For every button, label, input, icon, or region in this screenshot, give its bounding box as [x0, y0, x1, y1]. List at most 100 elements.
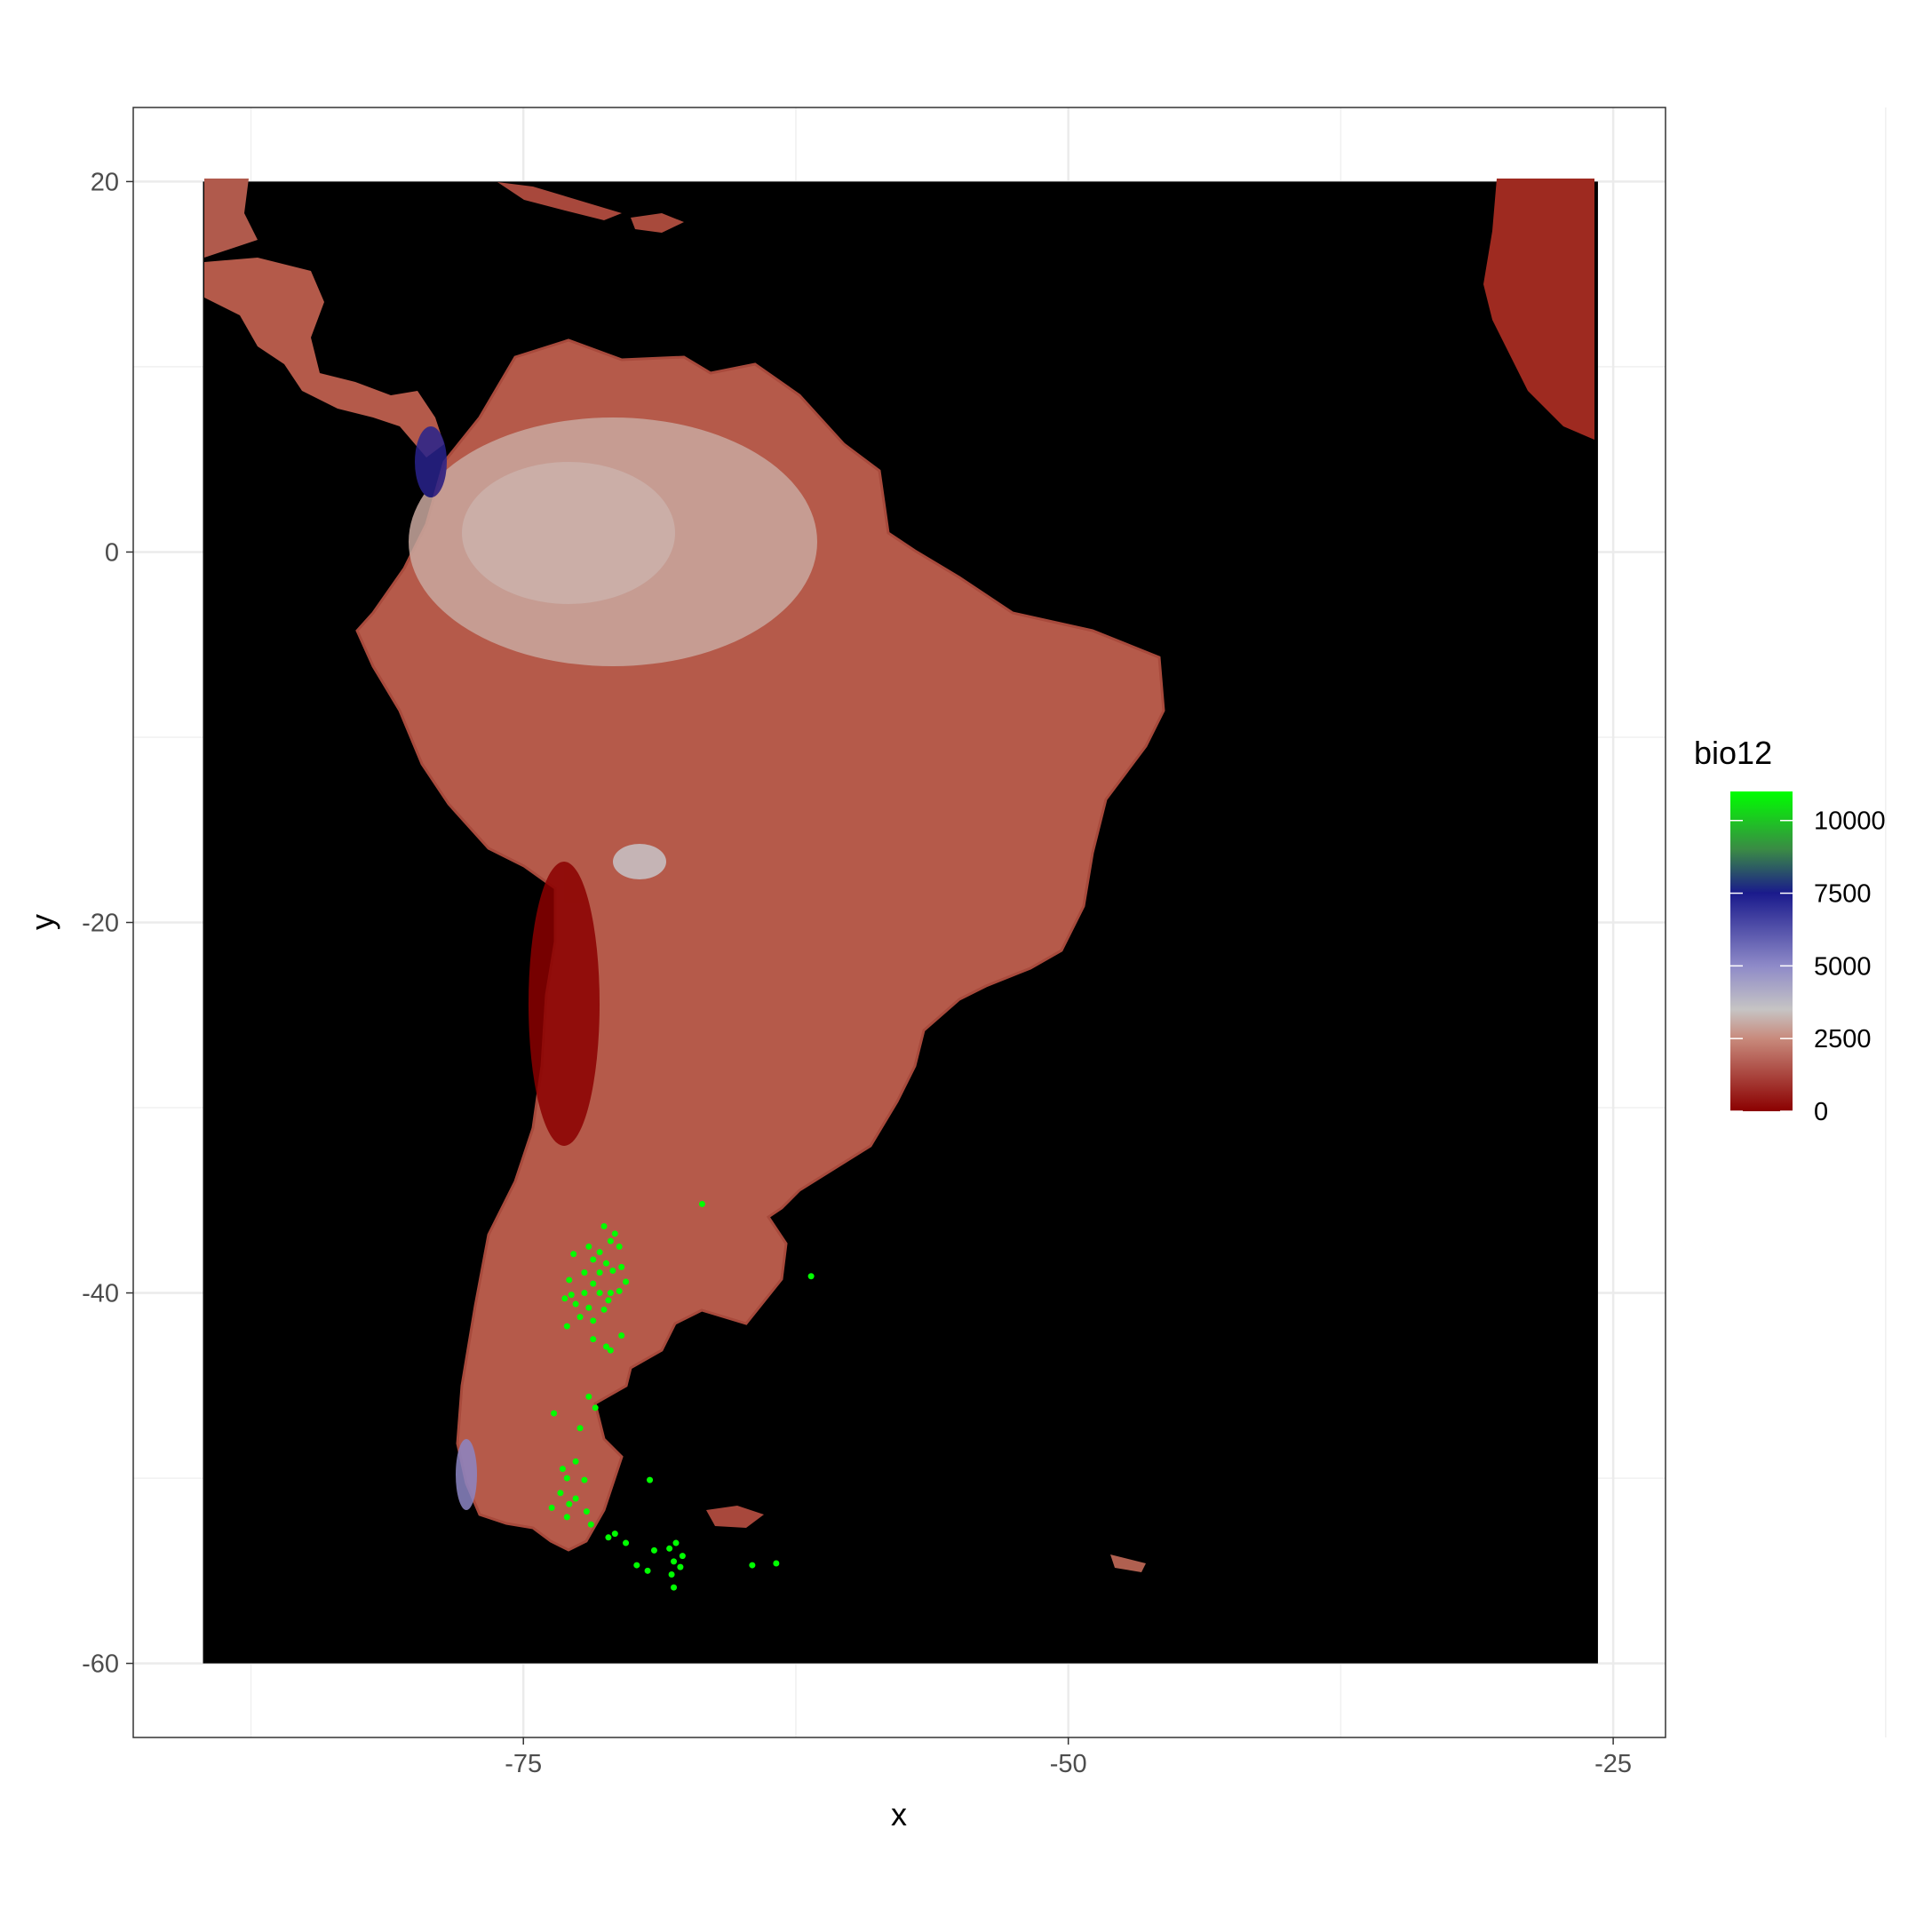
legend-label: 0 — [1814, 1098, 1828, 1126]
landmass-south-georgia — [1110, 1554, 1146, 1572]
occurrence-point — [616, 1243, 623, 1250]
occurrence-point — [559, 1466, 566, 1473]
occurrence-point — [672, 1539, 680, 1546]
occurrence-point — [581, 1476, 588, 1483]
occurrence-point — [607, 1347, 614, 1354]
landmass-cuba — [497, 182, 622, 220]
occurrence-point — [611, 1230, 618, 1237]
occurrence-point — [596, 1269, 603, 1276]
occurrence-point — [587, 1521, 594, 1528]
occurrence-point — [671, 1584, 678, 1591]
occurrence-point — [563, 1475, 570, 1482]
occurrence-point — [607, 1237, 614, 1244]
legend-label: 2500 — [1814, 1025, 1872, 1053]
landmass-falklands — [706, 1506, 764, 1528]
legend-label: 5000 — [1814, 952, 1872, 981]
occurrence-point — [679, 1553, 686, 1560]
occurrence-point — [572, 1300, 579, 1308]
occurrence-point — [590, 1280, 597, 1287]
occurrence-point — [566, 1276, 573, 1284]
occurrence-point — [616, 1287, 623, 1294]
landmass-africa — [1483, 179, 1594, 440]
occurrence-point — [605, 1297, 612, 1304]
x-tick-label: -75 — [505, 1750, 542, 1778]
occurrence-point — [644, 1567, 651, 1574]
occurrence-point — [668, 1571, 675, 1578]
occurrence-point — [590, 1256, 597, 1263]
y-tick-label: 20 — [91, 168, 119, 196]
occurrence-point — [590, 1336, 597, 1343]
occurrence-point — [618, 1263, 625, 1270]
occurrence-point — [568, 1292, 575, 1299]
x-tick-label: -25 — [1594, 1750, 1632, 1778]
occurrence-point — [585, 1243, 592, 1250]
raster-layer — [203, 179, 1598, 1664]
occurrence-point — [572, 1458, 579, 1465]
occurrence-point — [551, 1410, 558, 1417]
occurrence-point — [807, 1273, 815, 1280]
occurrence-point — [623, 1539, 630, 1546]
legend-ticks: 0 2500 5000 7500 10000 — [1730, 807, 1886, 1126]
occurrence-point — [563, 1514, 570, 1521]
occurrence-point — [600, 1222, 608, 1229]
occurrence-point — [570, 1251, 577, 1258]
occurrence-point — [666, 1545, 673, 1552]
legend-title: bio12 — [1694, 735, 1772, 771]
occurrence-point — [585, 1393, 592, 1400]
occurrence-point — [581, 1290, 588, 1297]
occurrence-point — [611, 1530, 618, 1538]
shading-overlay — [409, 417, 817, 1510]
y-tick-label: -40 — [82, 1280, 119, 1308]
occurrence-points — [548, 1200, 815, 1591]
occurrence-point — [557, 1490, 564, 1497]
occurrence-point — [677, 1563, 684, 1570]
y-tick-label: -60 — [82, 1650, 119, 1679]
occurrence-point — [698, 1200, 705, 1207]
occurrence-point — [602, 1260, 609, 1267]
occurrence-point — [576, 1425, 584, 1432]
x-axis-title: x — [891, 1796, 907, 1833]
occurrence-point — [590, 1317, 597, 1324]
wet-region-amazon-core — [462, 462, 675, 604]
occurrence-point — [572, 1495, 579, 1502]
legend: bio12 0 2500 5000 7500 10000 — [1694, 735, 1886, 1126]
y-axis-title: y — [24, 914, 60, 930]
occurrence-point — [585, 1304, 592, 1311]
occurrence-point — [618, 1332, 625, 1340]
x-axis: -75 -50 -25 — [505, 1737, 1632, 1778]
landmass-hispaniola — [631, 213, 684, 233]
occurrence-point — [548, 1504, 555, 1511]
dry-region-atacama — [529, 862, 600, 1146]
landmass-central-america — [204, 258, 444, 457]
wet-region-colombia — [415, 426, 447, 497]
occurrence-point — [773, 1560, 780, 1567]
occurrence-point — [623, 1278, 630, 1285]
occurrence-point — [563, 1323, 570, 1330]
occurrence-point — [602, 1343, 609, 1350]
x-tick-label: -50 — [1050, 1750, 1087, 1778]
occurrence-point — [650, 1546, 657, 1554]
occurrence-point — [561, 1295, 568, 1302]
occurrence-point — [576, 1314, 584, 1321]
legend-colorbar — [1730, 791, 1793, 1111]
occurrence-point — [605, 1534, 612, 1541]
occurrence-point — [592, 1404, 599, 1411]
landmass-central-america-north — [204, 179, 258, 258]
occurrence-point — [607, 1290, 614, 1297]
occurrence-point — [633, 1562, 640, 1569]
occurrence-point — [581, 1269, 588, 1276]
occurrence-point — [596, 1290, 603, 1297]
y-tick-label: 0 — [105, 538, 119, 567]
wet-region-chile — [456, 1439, 477, 1510]
legend-label: 7500 — [1814, 880, 1872, 909]
y-axis: 20 0 -20 -40 -60 — [82, 168, 133, 1679]
legend-label: 10000 — [1814, 807, 1886, 836]
occurrence-point — [596, 1249, 603, 1256]
occurrence-point — [609, 1268, 616, 1275]
occurrence-point — [583, 1508, 590, 1515]
occurrence-point — [647, 1476, 654, 1483]
occurrence-point — [749, 1562, 756, 1569]
y-tick-label: -20 — [82, 910, 119, 938]
occurrence-point — [600, 1306, 608, 1313]
